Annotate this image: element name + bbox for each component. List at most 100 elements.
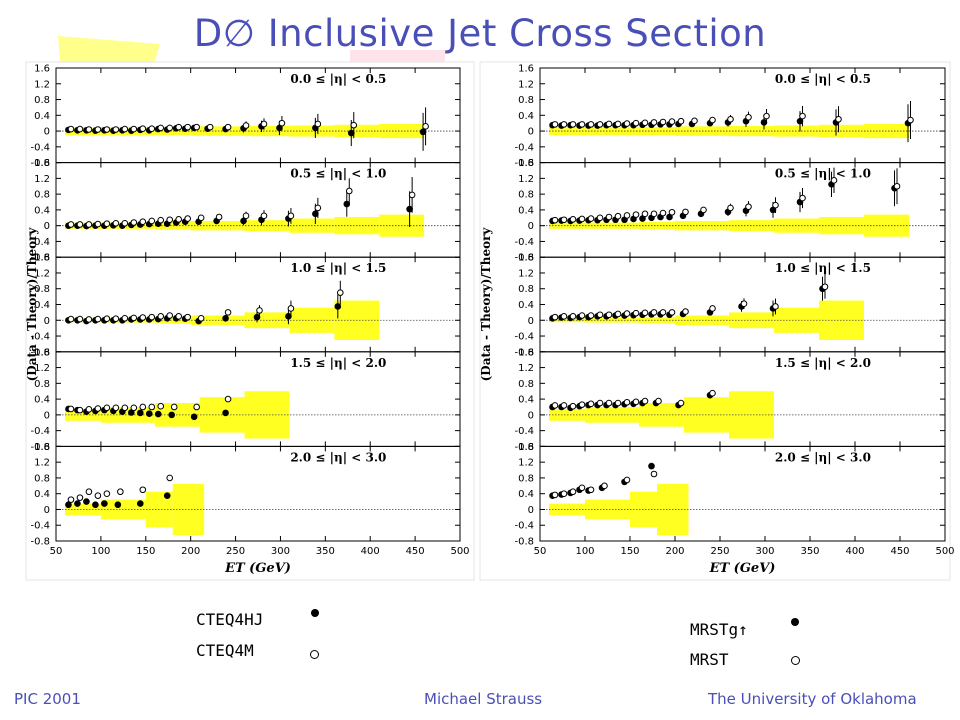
y-tick-label: -0.4 [30, 332, 50, 343]
data-point-open [121, 125, 129, 133]
y-tick-label: 0.8 [34, 190, 50, 201]
data-point-open [587, 215, 595, 222]
data-point-open [314, 120, 322, 128]
data-point-open [682, 308, 689, 315]
data-point-open [659, 209, 667, 217]
data-point-open [569, 313, 577, 320]
slide-title: D∅ Inclusive Jet Cross Section [193, 12, 767, 55]
data-point-open [569, 121, 577, 128]
x-tick-label: 50 [534, 546, 547, 557]
data-point-open [76, 221, 84, 228]
data-point-open [94, 315, 102, 323]
y-axis-label: (Data - Theory)/Theory [25, 227, 39, 382]
data-point-open [148, 125, 156, 133]
data-point-open [94, 126, 102, 133]
data-point-open [193, 403, 200, 411]
y-tick-label: 1.6 [34, 253, 50, 264]
y-tick-label: 0.8 [518, 95, 534, 106]
subplot-1: -0.8 -0.4 0 0.4 0.8 1.2 1.6 0.0 ≤ |η| < 0.5 [514, 64, 946, 169]
y-tick-label: -0.8 [514, 442, 534, 453]
data-point-filled [312, 210, 319, 218]
data-point-open [121, 220, 129, 227]
y-tick-label: -0.4 [514, 332, 534, 343]
data-point-open [157, 313, 165, 320]
data-point-open [587, 312, 595, 319]
data-point-open [121, 404, 129, 412]
data-point-open [650, 119, 658, 126]
data-point-open [799, 112, 806, 120]
y-tick-label: 0.8 [518, 473, 534, 484]
data-point-open [682, 208, 689, 216]
data-point-open [67, 221, 75, 228]
data-point-filled [65, 501, 72, 509]
y-tick-label: 1.2 [518, 363, 534, 374]
y-tick-label: 0.8 [518, 190, 534, 201]
data-point-open [569, 216, 577, 223]
x-tick-label: 450 [406, 546, 425, 557]
legend-right-filled-label: MRSTg↑ [690, 620, 748, 639]
data-point-open [76, 406, 84, 414]
legend-left-filled-marker [311, 609, 319, 617]
data-point-open [166, 124, 174, 132]
y-tick-label: -0.8 [514, 537, 534, 548]
data-point-open [596, 399, 604, 407]
y-tick-label: -0.4 [30, 426, 50, 437]
data-point-filled [253, 313, 261, 321]
data-point-filled [760, 119, 768, 126]
data-point-open [745, 203, 752, 211]
data-point-open [709, 116, 716, 124]
data-point-open [175, 216, 182, 223]
data-point-open [632, 211, 640, 218]
data-point-filled [145, 410, 153, 417]
data-point-open [148, 217, 156, 225]
data-point-open [94, 405, 102, 412]
data-point-filled [136, 409, 144, 417]
data-point-open [569, 402, 577, 410]
eta-range-label: 1.0 ≤ |η| < 1.5 [290, 261, 386, 275]
y-tick-label: 0.4 [34, 300, 50, 311]
y-tick-label: 1.6 [518, 253, 534, 264]
data-point-open [659, 118, 667, 126]
data-point-open [67, 125, 75, 133]
data-point-open [148, 403, 156, 411]
data-point-filled [168, 411, 176, 419]
data-point-open [614, 399, 622, 407]
data-point-open [596, 214, 604, 222]
data-point-open [260, 212, 268, 220]
data-point-open [422, 123, 429, 130]
data-point-open [260, 120, 268, 128]
y-axis-label: (Data - Theory)/Theory [479, 227, 493, 382]
y-tick-label: -0.8 [30, 158, 50, 169]
data-point-filled [74, 500, 81, 507]
x-tick-label: 150 [136, 546, 155, 557]
data-point-open [157, 124, 165, 132]
data-point-open [614, 310, 622, 318]
eta-range-label: 2.0 ≤ |η| < 3.0 [775, 450, 871, 464]
y-tick-label: 1.2 [518, 458, 534, 469]
data-point-open [560, 313, 568, 320]
y-tick-label: 1.6 [518, 64, 534, 75]
x-axis-label: ET (GeV) [709, 561, 776, 576]
x-tick-label: 150 [620, 546, 639, 557]
data-point-open [551, 216, 559, 224]
y-tick-label: 0.4 [518, 205, 534, 216]
subplot-4: -0.8 -0.4 0 0.4 0.8 1.2 1.6 1.5 ≤ |η| < 2.0 [514, 347, 946, 453]
data-point-open [578, 401, 586, 408]
legend-right-filled-marker [791, 618, 799, 626]
data-point-open [197, 214, 205, 222]
data-point-open [709, 305, 716, 312]
y-tick-label: 0.4 [518, 300, 534, 311]
data-point-open [691, 117, 698, 125]
data-point-open [587, 486, 595, 494]
data-point-open [605, 120, 613, 128]
data-point-open [175, 123, 182, 131]
y-tick-label: 1.2 [34, 268, 50, 279]
uncertainty-band-segment [154, 317, 191, 324]
data-point-open [605, 311, 613, 319]
y-tick-label: 1.2 [34, 363, 50, 374]
uncertainty-band-segment [190, 220, 245, 231]
y-tick-label: -0.8 [514, 347, 534, 358]
data-point-open [67, 315, 75, 323]
y-tick-label: 1.6 [34, 442, 50, 453]
data-point-open [103, 220, 111, 227]
